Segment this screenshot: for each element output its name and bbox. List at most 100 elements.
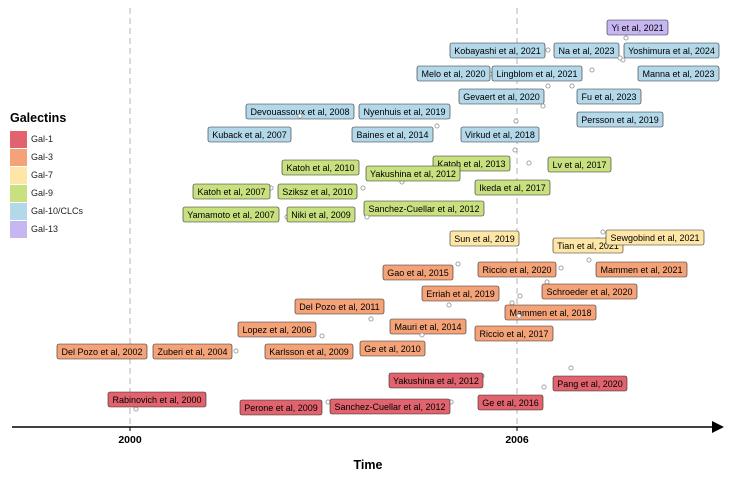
- legend-item-gal3: Gal-3: [10, 148, 140, 166]
- event-label-32: Schroeder et al, 2020: [541, 279, 638, 300]
- event-box-1: [449, 42, 546, 59]
- legend-item-gal13: Gal-13: [10, 220, 140, 238]
- event-text-11: Persson et al, 2019: [581, 115, 659, 125]
- event-text-45: Ge et al, 2016: [482, 398, 539, 408]
- event-text-27: Sewgobind et al, 2021: [610, 233, 699, 243]
- event-label-25: Sun et al, 2019: [449, 230, 520, 247]
- event-box-34: [504, 304, 597, 321]
- event-marker-17: [526, 160, 532, 166]
- event-marker-16: [512, 147, 518, 153]
- event-marker-43: [568, 365, 574, 371]
- event-label-31: Erriah et al, 2019: [421, 285, 523, 302]
- event-text-13: Baines et al, 2014: [356, 130, 428, 140]
- event-marker-41: [419, 332, 425, 338]
- event-text-32: Schroeder et al, 2020: [546, 287, 632, 297]
- event-marker-8: [569, 83, 575, 89]
- event-text-33: Del Pozo et al, 2011: [299, 302, 379, 312]
- event-marker-20: [360, 185, 366, 191]
- event-text-41: Ge et al, 2010: [364, 344, 421, 354]
- event-box-4: [416, 65, 491, 82]
- event-box-11: [576, 111, 664, 128]
- event-label-0: Yi et al, 2021: [606, 19, 669, 41]
- legend-swatch-gal7: [10, 166, 27, 184]
- event-marker-11: [540, 103, 546, 109]
- event-text-36: Mauri et al, 2014: [394, 322, 461, 332]
- event-label-40: Karlsson et al, 2009: [264, 333, 354, 360]
- event-label-35: Lopez et al, 2006: [237, 321, 317, 338]
- event-box-20: [277, 183, 358, 200]
- event-box-14: [460, 126, 540, 143]
- event-label-34: Mammen et al, 2018: [504, 300, 597, 321]
- event-text-20: Sziksz et al, 2010: [282, 187, 353, 197]
- event-marker-6: [617, 55, 623, 61]
- event-box-33: [294, 298, 385, 315]
- event-box-38: [56, 343, 148, 360]
- event-text-38: Del Pozo et al, 2002: [61, 347, 142, 357]
- event-box-27: [605, 229, 705, 246]
- legend-item-gal7: Gal-7: [10, 166, 140, 184]
- event-box-10: [358, 103, 451, 120]
- event-box-40: [264, 343, 354, 360]
- legend-label-gal9: Gal-9: [31, 188, 54, 198]
- event-text-2: Na et al, 2023: [558, 46, 614, 56]
- event-text-19: Katoh et al, 2007: [197, 187, 265, 197]
- event-label-42: Yakushina et al, 2012: [388, 372, 485, 389]
- legend-label-gal3: Gal-3: [31, 152, 54, 162]
- event-label-46: Perone et al, 2009: [239, 399, 331, 416]
- event-box-17: [547, 156, 612, 173]
- event-text-15: Katoh et al, 2010: [286, 163, 354, 173]
- event-label-4: Melo et al, 2020: [416, 65, 493, 82]
- event-text-12: Kuback et al, 2007: [212, 130, 287, 140]
- event-box-2: [553, 42, 620, 59]
- event-label-43: Pang et al, 2020: [552, 365, 628, 392]
- event-box-28: [382, 264, 454, 281]
- event-box-24: [286, 206, 356, 223]
- legend-swatch-gal3: [10, 148, 27, 166]
- legend-swatch-gal13: [10, 220, 27, 238]
- event-label-29: Riccio et al, 2020: [477, 261, 564, 278]
- event-box-45: [477, 394, 544, 411]
- event-text-28: Gao et al, 2015: [387, 268, 449, 278]
- event-text-30: Mammen et al, 2021: [600, 265, 682, 275]
- event-label-13: Baines et al, 2014: [351, 123, 440, 143]
- event-label-17: Lv et al, 2017: [526, 156, 612, 173]
- event-label-5: Lingblom et al, 2021: [491, 65, 595, 82]
- event-text-34: Mammen et al, 2018: [509, 308, 591, 318]
- event-box-30: [595, 261, 688, 278]
- event-label-26: Tian et al, 2021: [552, 237, 624, 254]
- event-text-31: Erriah et al, 2019: [426, 289, 495, 299]
- event-text-9: Devouassoux et al, 2008: [250, 107, 349, 117]
- event-label-44: Rabinovich et al, 2000: [107, 391, 207, 412]
- legend-label-gal13: Gal-13: [31, 224, 59, 234]
- event-label-8: Fu et al, 2023: [569, 83, 642, 105]
- event-label-2: Na et al, 2023: [553, 42, 620, 59]
- event-text-1: Kobayashi et al, 2021: [454, 46, 541, 56]
- x-tick-label-2006: 2006: [505, 434, 529, 446]
- event-marker-37: [516, 313, 522, 319]
- event-text-23: Yamamoto et al, 2007: [187, 210, 274, 220]
- event-label-27: Sewgobind et al, 2021: [600, 229, 705, 246]
- event-text-18: Yakushina et al, 2012: [370, 169, 456, 179]
- event-text-7: Gevaert et al, 2020: [463, 92, 540, 102]
- event-label-33: Del Pozo et al, 2011: [294, 298, 385, 322]
- event-text-25: Sun et al, 2019: [454, 234, 515, 244]
- legend-label-gal1: Gal-1: [31, 134, 54, 144]
- event-box-5: [491, 65, 583, 82]
- event-box-46: [239, 399, 323, 416]
- event-text-6: Manna et al, 2023: [642, 69, 714, 79]
- event-text-44: Rabinovich et al, 2000: [112, 395, 201, 405]
- legend-item-gal1: Gal-1: [10, 130, 140, 148]
- event-box-39: [152, 343, 233, 360]
- event-label-3: Yoshimura et al, 2024: [620, 42, 720, 63]
- legend: Galectins Gal-1 Gal-3 Gal-7 Gal-9 Gal-10…: [10, 111, 140, 238]
- event-marker-29: [558, 265, 564, 271]
- event-marker-1: [545, 47, 551, 53]
- event-label-28: Gao et al, 2015: [382, 261, 461, 281]
- event-label-21: Ikeda et al, 2017: [474, 179, 551, 196]
- event-marker-33: [368, 316, 374, 322]
- event-label-14: Virkud et al, 2018: [460, 118, 540, 143]
- event-marker-31: [517, 293, 523, 299]
- event-text-22: Sanchez-Cuellar et al, 2012: [368, 204, 479, 214]
- event-label-24: Niki et al, 2009: [286, 206, 370, 223]
